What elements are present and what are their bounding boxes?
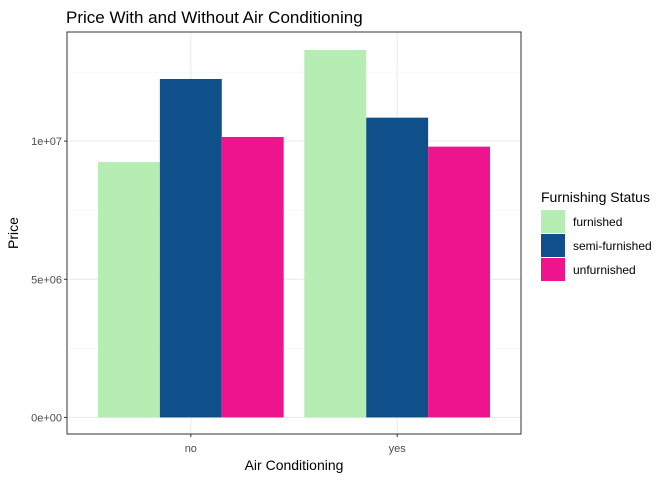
y-tick-label: 0e+00 [31, 412, 62, 424]
x-tick-label: yes [389, 443, 407, 455]
bar-furnished-no [97, 162, 160, 418]
y-tick-label: 5e+06 [31, 274, 62, 286]
y-tick-label: 1e+07 [31, 136, 62, 148]
x-tick-label: no [185, 443, 197, 455]
legend-title: Furnishing Status [541, 189, 650, 205]
x-axis-title: Air Conditioning [245, 457, 344, 473]
legend-label-furnished: furnished [573, 215, 622, 229]
legend-label-semi-furnished: semi-furnished [573, 239, 652, 253]
legend-key-furnished [541, 210, 565, 233]
panel-border [66, 31, 522, 435]
bar-semi-furnished-no [159, 78, 222, 418]
bar-unfurnished-no [221, 136, 284, 418]
legend-key-semi-furnished [541, 234, 565, 257]
bar-furnished-yes [304, 49, 367, 418]
legend-label-unfurnished: unfurnished [573, 263, 636, 277]
bars [97, 49, 491, 418]
chart-title: Price With and Without Air Conditioning [66, 8, 363, 27]
bar-semi-furnished-yes [366, 117, 429, 418]
axis-ticks: 0e+00 5e+06 1e+07 no yes [31, 136, 406, 455]
bar-unfurnished-yes [428, 146, 491, 418]
legend: Furnishing Status furnished semi-furnishe… [541, 189, 652, 281]
legend-key-unfurnished [541, 258, 565, 281]
y-axis-title: Price [5, 217, 21, 249]
